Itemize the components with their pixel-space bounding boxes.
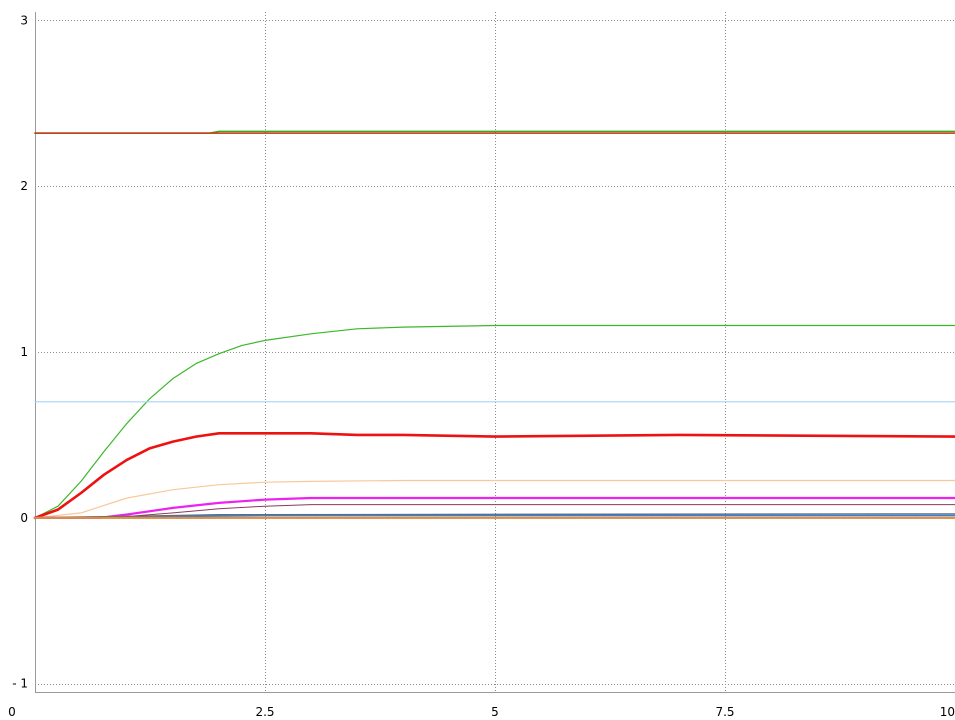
y-tick-label-0: - 1 xyxy=(12,677,28,691)
series-line-2 xyxy=(34,324,955,519)
x-tick-label-0: 0 xyxy=(8,705,16,719)
series-line-5 xyxy=(34,479,955,519)
y-tick-label-2: 1 xyxy=(20,345,28,359)
x-tick-label-2: 5 xyxy=(491,705,499,719)
x-tick-label-3: 7.5 xyxy=(715,705,734,719)
y-axis-tick-labels: - 1 0 1 2 3 xyxy=(12,13,28,690)
y-tick-label-3: 2 xyxy=(20,179,28,193)
series-line-9 xyxy=(34,513,955,519)
y-tick-label-4: 3 xyxy=(20,13,28,27)
x-tick-label-1: 2.5 xyxy=(255,705,274,719)
data-series xyxy=(33,130,955,520)
series-line-4 xyxy=(33,432,955,520)
x-tick-label-4: 10 xyxy=(940,705,955,719)
y-tick-label-1: 0 xyxy=(20,511,28,525)
x-axis-tick-labels: 0 2.5 5 7.5 10 xyxy=(8,705,955,719)
plot-frame xyxy=(35,12,955,693)
grid-lines xyxy=(35,12,955,692)
